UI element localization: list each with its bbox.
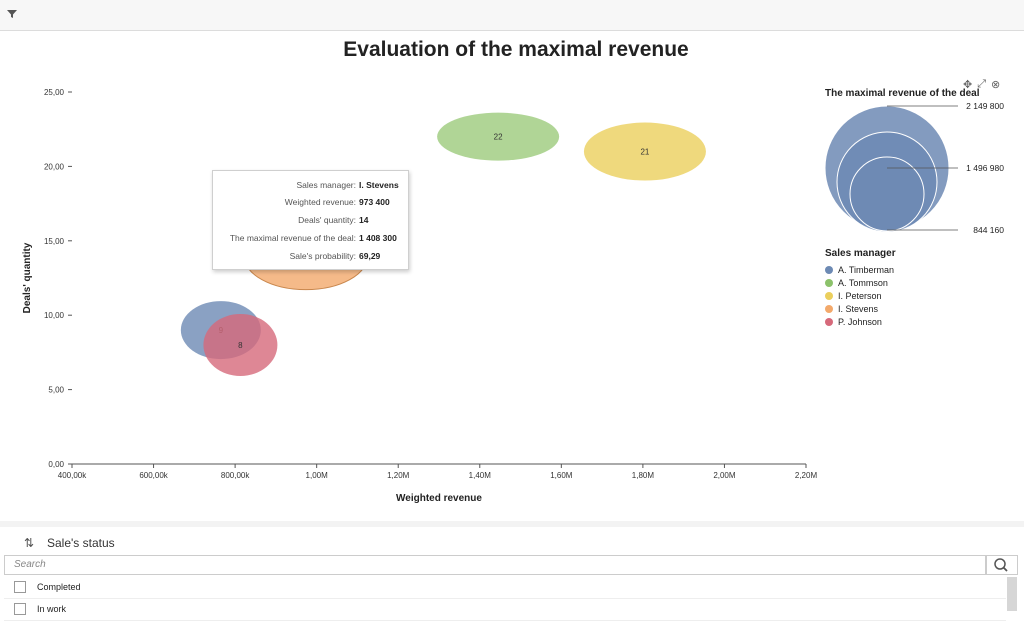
bubble-i-peterson: [583, 122, 706, 181]
y-tick-label: 0,00: [48, 460, 64, 469]
scrollbar[interactable]: [1007, 577, 1017, 611]
y-tick-label: 25,00: [44, 88, 65, 97]
tooltip-row: The maximal revenue of the deal: 1 408 30…: [213, 233, 408, 247]
sort-icon[interactable]: ⇅: [24, 536, 35, 550]
x-tick-label: 2,20M: [795, 471, 818, 480]
legend-label: P. Johnson: [838, 316, 882, 327]
legend-title: Sales manager: [825, 248, 896, 259]
tooltip: Sales manager: I. Stevens Weighted revenu…: [212, 170, 409, 270]
filter-panel-header[interactable]: ⇅ Sale's status: [24, 536, 115, 550]
legend-label: A. Timberman: [838, 264, 895, 275]
y-tick-label: 15,00: [44, 237, 65, 246]
close-icon[interactable]: ⊗: [991, 79, 1001, 91]
legend-item[interactable]: I. Peterson: [825, 289, 896, 302]
tooltip-key: Weighted revenue:: [284, 197, 356, 207]
status-option-completed[interactable]: Completed: [14, 581, 81, 593]
size-legend-value: 844 160: [973, 225, 1004, 235]
filter-icon[interactable]: [6, 8, 18, 20]
filter-panel-title: Sale's status: [47, 536, 115, 550]
bubble-label: 8: [238, 341, 243, 350]
legend-swatch: [825, 304, 833, 313]
bubble-label: 22: [494, 133, 503, 142]
legend: Sales manager A. Timberman A. Tommson I. P…: [825, 248, 896, 328]
status-option-in-work[interactable]: In work: [14, 603, 66, 615]
legend-swatch: [825, 278, 833, 287]
legend-item[interactable]: P. Johnson: [825, 315, 896, 328]
x-tick-label: 400,00k: [58, 471, 87, 480]
tooltip-value: 69,29: [359, 251, 381, 261]
legend-swatch: [825, 317, 833, 326]
legend-item[interactable]: I. Stevens: [825, 302, 896, 315]
divider: [4, 598, 1006, 599]
legend-item[interactable]: A. Tommson: [825, 276, 896, 289]
bubble-label: 21: [640, 148, 649, 157]
tooltip-key: Sale's probability:: [289, 251, 356, 261]
top-toolbar: [0, 0, 1024, 31]
tooltip-key: The maximal revenue of the deal:: [229, 233, 356, 243]
tooltip-value: 1 408 300: [359, 233, 397, 243]
legend-label: I. Peterson: [838, 290, 882, 301]
filter-panel: ⇅ Sale's status Search Completed In work: [0, 521, 1024, 625]
option-label: In work: [37, 604, 67, 614]
chart-tools: ✥ ⤢ ⊗: [963, 78, 1000, 91]
option-label: Completed: [37, 582, 81, 592]
search-button[interactable]: [986, 555, 1018, 575]
tooltip-key: Sales manager:: [296, 180, 356, 190]
y-tick-label: 5,00: [48, 386, 64, 395]
size-legend-title: The maximal revenue of the deal: [825, 88, 980, 99]
divider: [4, 620, 1006, 621]
bubble-chart: 400,00k 600,00k 800,00k 1,00M 1,20M 1,40M 1,60…: [22, 88, 1004, 504]
legend-label: I. Stevens: [838, 303, 879, 314]
x-tick-label: 1,60M: [550, 471, 573, 480]
move-icon[interactable]: ✥: [963, 79, 973, 91]
tooltip-row: Sales manager: I. Stevens: [213, 180, 408, 194]
x-tick-label: 1,00M: [306, 471, 329, 480]
search-input[interactable]: Search: [4, 555, 986, 575]
tooltip-value: I. Stevens: [359, 180, 399, 190]
x-axis-label: Weighted revenue: [396, 493, 482, 504]
x-tick-label: 1,40M: [469, 471, 492, 480]
tooltip-key: Deals' quantity:: [298, 215, 356, 225]
x-tick-label: 2,00M: [713, 471, 736, 480]
tooltip-row: Deals' quantity: 14: [213, 215, 408, 229]
x-tick-label: 600,00k: [139, 471, 168, 480]
tooltip-value: 14: [359, 215, 369, 225]
checkbox[interactable]: [14, 581, 26, 593]
expand-icon[interactable]: ⤢: [977, 78, 987, 90]
size-legend-value: 1 496 980: [966, 163, 1004, 173]
legend-swatch: [825, 265, 833, 274]
legend-swatch: [825, 291, 833, 300]
x-tick-label: 800,00k: [221, 471, 250, 480]
search-icon: [994, 558, 1008, 572]
legend-label: A. Tommson: [838, 277, 888, 288]
y-tick-label: 10,00: [44, 311, 65, 320]
size-legend-circle: [849, 156, 925, 232]
x-tick-label: 1,20M: [387, 471, 410, 480]
tooltip-value: 973 400: [359, 197, 390, 207]
legend-item[interactable]: A. Timberman: [825, 263, 896, 276]
y-axis-label: Deals' quantity: [22, 242, 33, 313]
chart-title: Evaluation of the maximal revenue: [343, 38, 689, 61]
size-legend-value: 2 149 800: [966, 101, 1004, 111]
x-tick-label: 1,80M: [632, 471, 655, 480]
tooltip-row: Sale's probability: 69,29: [213, 251, 408, 265]
bubble-a-tommson: [437, 112, 560, 161]
checkbox[interactable]: [14, 603, 26, 615]
bubble-p-johnson: [203, 313, 278, 376]
y-tick-label: 20,00: [44, 162, 65, 171]
tooltip-row: Weighted revenue: 973 400: [213, 197, 408, 211]
